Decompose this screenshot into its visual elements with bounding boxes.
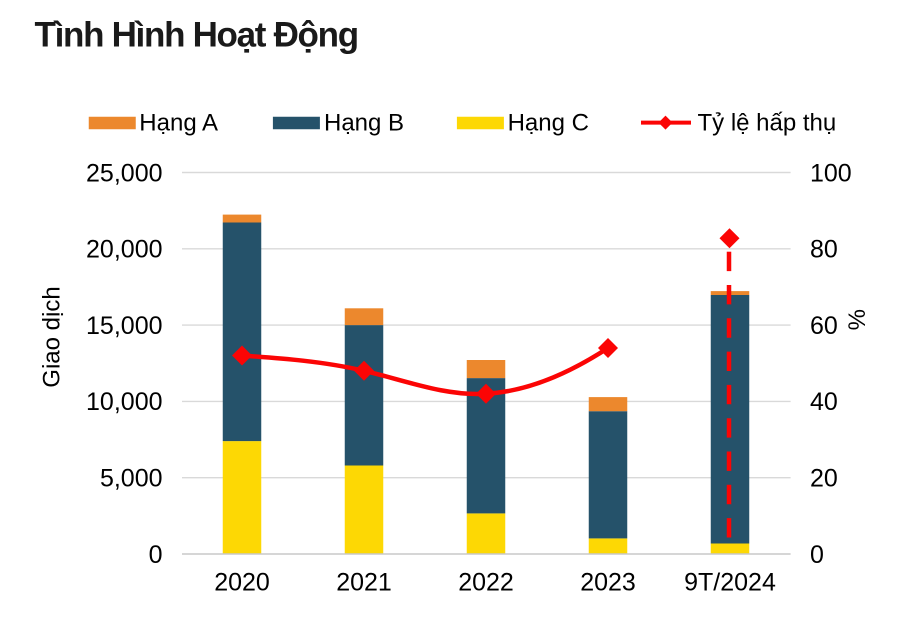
- svg-text:80: 80: [810, 236, 838, 264]
- svg-text:60: 60: [810, 312, 838, 340]
- svg-text:40: 40: [810, 388, 838, 416]
- svg-text:25,000: 25,000: [86, 159, 162, 187]
- svg-text:0: 0: [149, 541, 163, 569]
- svg-text:20: 20: [810, 465, 838, 493]
- svg-text:Hạng C: Hạng C: [508, 109, 589, 136]
- svg-text:Hạng B: Hạng B: [324, 109, 404, 136]
- svg-text:Giao dịch: Giao dịch: [39, 286, 66, 387]
- svg-text:2020: 2020: [214, 569, 270, 597]
- svg-text:2022: 2022: [458, 569, 514, 597]
- svg-text:Hạng A: Hạng A: [139, 109, 218, 136]
- svg-text:0: 0: [810, 541, 824, 569]
- svg-text:Tỷ lệ hấp thụ: Tỷ lệ hấp thụ: [698, 109, 837, 136]
- svg-text:5,000: 5,000: [100, 465, 163, 493]
- svg-text:2023: 2023: [580, 569, 636, 597]
- svg-text:2021: 2021: [336, 569, 392, 597]
- svg-text:100: 100: [810, 159, 852, 187]
- svg-text:10,000: 10,000: [86, 388, 162, 416]
- svg-text:15,000: 15,000: [86, 312, 162, 340]
- svg-text:9T/2024: 9T/2024: [684, 569, 776, 597]
- svg-text:20,000: 20,000: [86, 236, 162, 264]
- svg-text:%: %: [844, 309, 871, 330]
- svg-text:Tình Hình Hoạt Động: Tình Hình Hoạt Động: [35, 16, 358, 55]
